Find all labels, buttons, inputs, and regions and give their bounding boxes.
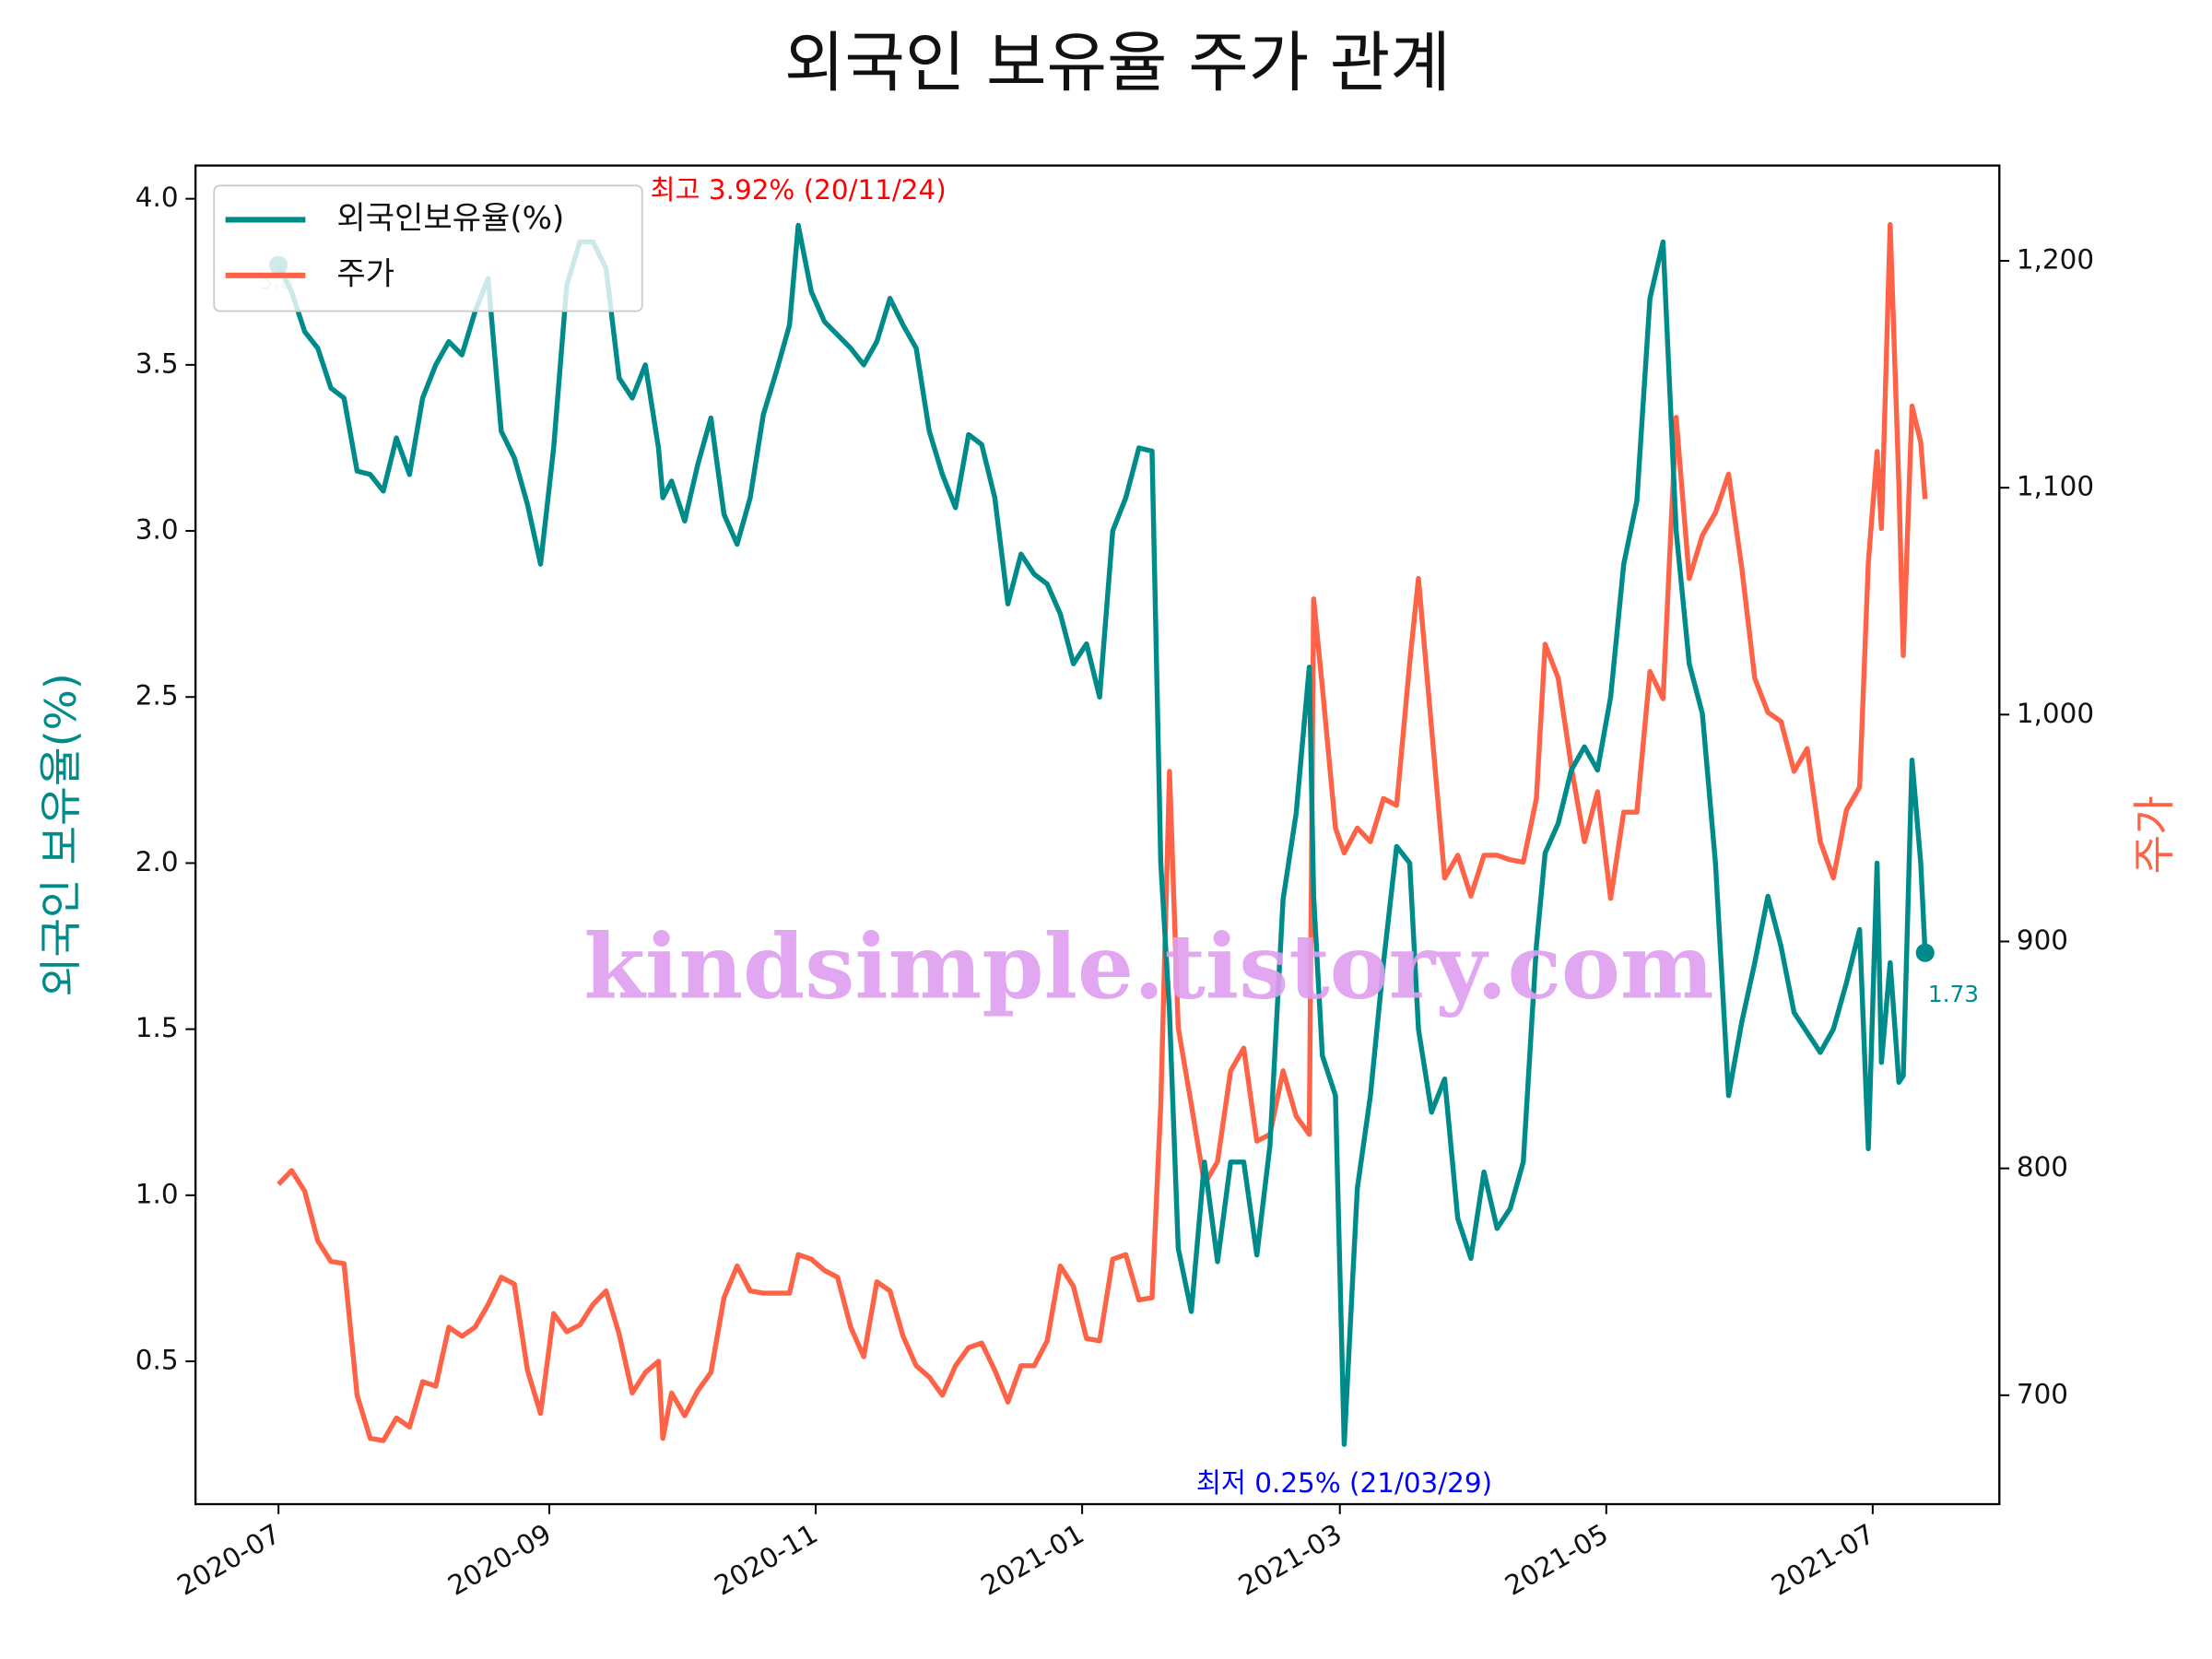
y2-tick-label: 1,000: [2017, 698, 2094, 729]
end-point: [1915, 943, 1935, 962]
y-tick-label: 4.0: [135, 182, 179, 213]
watermark: kindsimple.tistory.com: [583, 914, 1713, 1018]
plot-frame: [194, 164, 2001, 1506]
y-tick-label: 1.0: [135, 1178, 179, 1209]
y2-axis-label: 주가: [2130, 795, 2180, 874]
y-tick-label: 1.5: [135, 1012, 179, 1043]
legend-label: 주가: [336, 255, 394, 292]
y2-tick-label: 700: [2017, 1378, 2068, 1409]
series-line: [276, 221, 1928, 1443]
y-tick-label: 2.0: [135, 846, 179, 877]
y-tick-label: 2.5: [135, 680, 179, 712]
data-label: 1.73: [1928, 981, 1979, 1007]
y2-tick-label: 1,100: [2017, 471, 2094, 502]
y-tick-label: 0.5: [135, 1345, 179, 1376]
legend-label: 외국인보유율(%): [336, 200, 564, 237]
y2-tick-label: 900: [2017, 924, 2068, 956]
annotation: 최저 0.25% (21/03/29): [1196, 1467, 1492, 1499]
y2-tick-label: 800: [2017, 1151, 2068, 1182]
y-axis-label: 외국인 보유율(%): [36, 673, 86, 996]
y-tick-label: 3.0: [135, 514, 179, 546]
y-tick-label: 3.5: [135, 347, 179, 379]
annotation: 최고 3.92% (20/11/24): [650, 174, 946, 206]
legend-box: [213, 184, 643, 312]
chart-title: 외국인 보유율 주가 관계: [784, 24, 1451, 100]
y2-tick-label: 1,200: [2017, 244, 2094, 276]
